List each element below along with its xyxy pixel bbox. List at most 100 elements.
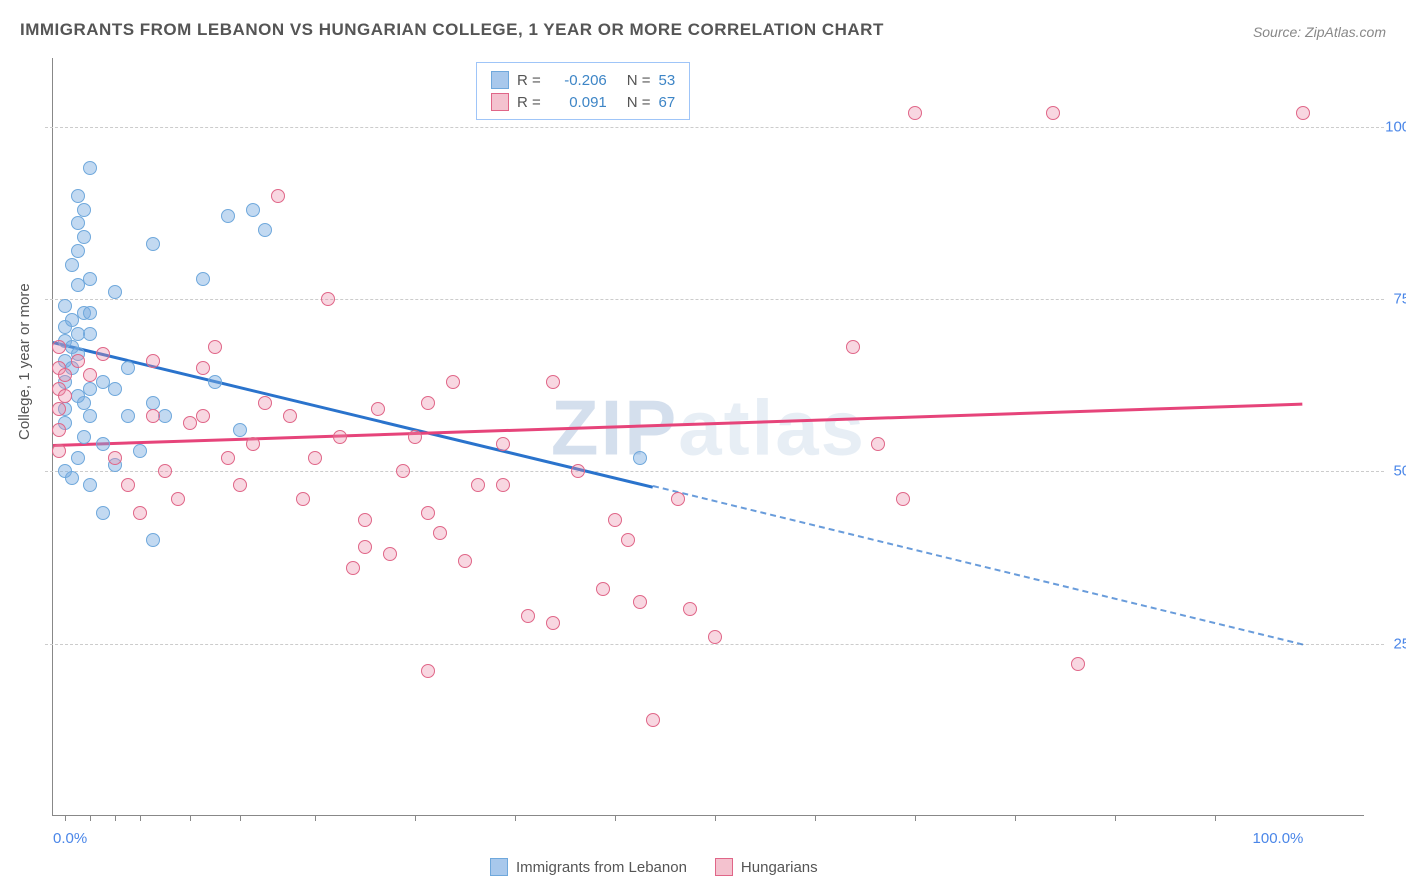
- data-point: [96, 437, 110, 451]
- data-point: [233, 423, 247, 437]
- data-point: [96, 506, 110, 520]
- data-point: [208, 340, 222, 354]
- y-tick-label: 75.0%: [1393, 291, 1406, 308]
- x-tick: [115, 815, 116, 821]
- data-point: [58, 464, 72, 478]
- data-point: [71, 278, 85, 292]
- x-tick: [1015, 815, 1016, 821]
- data-point: [671, 492, 685, 506]
- data-point: [121, 361, 135, 375]
- data-point: [65, 258, 79, 272]
- data-point: [496, 478, 510, 492]
- data-point: [458, 554, 472, 568]
- data-point: [1046, 106, 1060, 120]
- data-point: [71, 244, 85, 258]
- x-tick: [90, 815, 91, 821]
- data-point: [408, 430, 422, 444]
- x-tick: [1215, 815, 1216, 821]
- data-point: [346, 561, 360, 575]
- data-point: [196, 361, 210, 375]
- legend-swatch: [715, 858, 733, 876]
- data-point: [421, 664, 435, 678]
- y-tick-label: 25.0%: [1393, 635, 1406, 652]
- data-point: [83, 409, 97, 423]
- data-point: [908, 106, 922, 120]
- data-point: [71, 216, 85, 230]
- data-point: [71, 389, 85, 403]
- legend-correlation-box: R =-0.206N =53R =0.091N =67: [476, 62, 690, 120]
- data-point: [221, 209, 235, 223]
- data-point: [121, 478, 135, 492]
- data-point: [83, 368, 97, 382]
- data-point: [71, 451, 85, 465]
- data-point: [271, 189, 285, 203]
- data-point: [1071, 657, 1085, 671]
- legend-swatch: [491, 71, 509, 89]
- y-axis-label: College, 1 year or more: [16, 283, 33, 440]
- data-point: [358, 540, 372, 554]
- data-point: [196, 409, 210, 423]
- data-point: [246, 203, 260, 217]
- data-point: [121, 409, 135, 423]
- data-point: [77, 230, 91, 244]
- gridline: [45, 471, 1384, 472]
- data-point: [171, 492, 185, 506]
- gridline: [45, 644, 1384, 645]
- data-point: [371, 402, 385, 416]
- y-tick-label: 50.0%: [1393, 463, 1406, 480]
- data-point: [146, 237, 160, 251]
- y-tick-label: 100.0%: [1385, 118, 1406, 135]
- data-point: [71, 354, 85, 368]
- data-point: [896, 492, 910, 506]
- legend-swatch: [490, 858, 508, 876]
- trend-line: [653, 485, 1303, 645]
- data-point: [71, 327, 85, 341]
- x-tick: [515, 815, 516, 821]
- data-point: [158, 464, 172, 478]
- data-point: [333, 430, 347, 444]
- x-tick: [1115, 815, 1116, 821]
- legend-series-item: Hungarians: [715, 858, 818, 876]
- gridline: [45, 299, 1384, 300]
- data-point: [108, 285, 122, 299]
- data-point: [596, 582, 610, 596]
- data-point: [83, 272, 97, 286]
- data-point: [433, 526, 447, 540]
- data-point: [571, 464, 585, 478]
- legend-swatch: [491, 93, 509, 111]
- data-point: [196, 272, 210, 286]
- data-point: [421, 506, 435, 520]
- data-point: [383, 547, 397, 561]
- data-point: [246, 437, 260, 451]
- data-point: [708, 630, 722, 644]
- data-point: [146, 396, 160, 410]
- data-point: [58, 299, 72, 313]
- data-point: [321, 292, 335, 306]
- trend-line: [53, 341, 653, 488]
- data-point: [546, 616, 560, 630]
- data-point: [77, 430, 91, 444]
- data-point: [83, 478, 97, 492]
- x-tick-label: 100.0%: [1253, 830, 1304, 847]
- data-point: [608, 513, 622, 527]
- data-point: [546, 375, 560, 389]
- gridline: [45, 127, 1384, 128]
- data-point: [52, 444, 66, 458]
- x-tick: [415, 815, 416, 821]
- data-point: [496, 437, 510, 451]
- data-point: [846, 340, 860, 354]
- data-point: [96, 347, 110, 361]
- x-tick: [615, 815, 616, 821]
- data-point: [146, 409, 160, 423]
- data-point: [133, 506, 147, 520]
- data-point: [146, 354, 160, 368]
- data-point: [146, 533, 160, 547]
- data-point: [633, 595, 647, 609]
- x-tick: [715, 815, 716, 821]
- data-point: [396, 464, 410, 478]
- data-point: [471, 478, 485, 492]
- data-point: [108, 451, 122, 465]
- data-point: [258, 396, 272, 410]
- data-point: [158, 409, 172, 423]
- data-point: [258, 223, 272, 237]
